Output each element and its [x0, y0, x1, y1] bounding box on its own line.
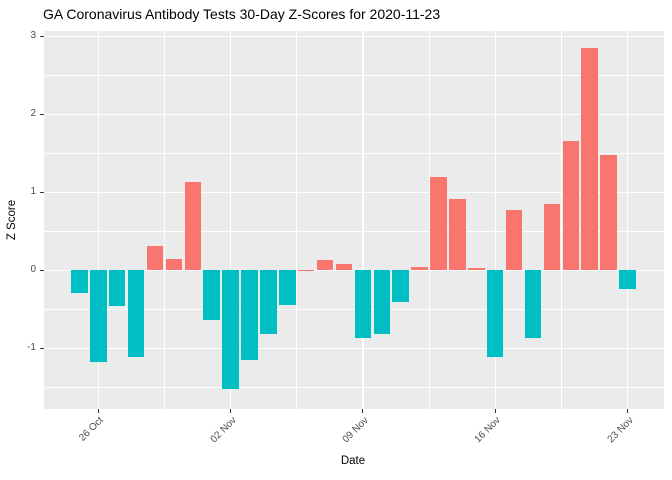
bar-2020-11-10	[373, 270, 391, 335]
bar-2020-10-28	[127, 270, 145, 358]
bar-2020-11-04	[260, 270, 277, 334]
x-tick-mark	[362, 409, 364, 413]
bar-2020-10-31	[184, 182, 202, 271]
x-major-gridline	[494, 31, 496, 409]
y-tick-mark	[39, 269, 44, 271]
y-axis-title: Z Score	[6, 199, 18, 241]
bar-2020-11-03	[241, 270, 258, 361]
bar-2020-11-01	[203, 270, 220, 321]
x-minor-gridline	[428, 31, 430, 409]
y-minor-gridline	[43, 231, 664, 232]
plot-panel	[43, 31, 664, 409]
bar-2020-11-17	[505, 210, 523, 271]
bar-2020-11-23	[619, 270, 636, 290]
y-tick-mark	[39, 113, 44, 115]
x-major-gridline	[229, 31, 232, 409]
bar-2020-11-19	[543, 204, 561, 271]
y-minor-gridline	[43, 309, 664, 310]
y-tick-label: 2	[30, 108, 36, 120]
bar-2020-11-16	[486, 270, 504, 358]
x-minor-gridline	[296, 31, 298, 409]
x-minor-gridline	[164, 31, 165, 409]
chart-title: GA Coronavirus Antibody Tests 30-Day Z-S…	[43, 6, 441, 22]
x-major-gridline	[97, 31, 99, 409]
y-tick-label: -1	[27, 342, 36, 354]
bar-2020-11-15	[468, 268, 485, 271]
bar-2020-11-20	[562, 140, 580, 271]
bar-2020-11-14	[449, 199, 466, 271]
bar-2020-11-12	[411, 267, 428, 271]
bar-2020-11-07	[316, 259, 334, 271]
bar-2020-11-11	[392, 270, 409, 302]
x-minor-gridline	[561, 31, 562, 409]
bar-2020-11-22	[600, 155, 617, 271]
x-major-gridline	[626, 31, 629, 409]
bar-2020-11-21	[581, 48, 598, 271]
y-major-gridline	[43, 191, 664, 194]
x-tick-label: 26 Oct	[77, 415, 107, 444]
x-tick-mark	[97, 409, 99, 413]
y-tick-label: 3	[30, 30, 36, 42]
bar-2020-11-13	[430, 176, 447, 271]
bar-2020-10-25	[71, 270, 88, 294]
x-tick-mark	[494, 409, 496, 413]
x-major-gridline	[362, 31, 364, 409]
bar-2020-11-18	[524, 270, 542, 338]
y-major-gridline	[43, 35, 664, 38]
y-minor-gridline	[43, 387, 664, 388]
y-major-gridline	[43, 269, 664, 272]
x-tick-mark	[627, 409, 628, 413]
y-tick-mark	[39, 191, 44, 193]
bar-2020-11-02	[222, 270, 239, 389]
y-major-gridline	[43, 347, 664, 350]
x-tick-label: 23 Nov	[605, 415, 636, 446]
x-tick-label: 16 Nov	[472, 415, 503, 446]
bar-2020-10-27	[108, 270, 126, 306]
bar-2020-11-09	[354, 270, 372, 338]
y-minor-gridline	[43, 75, 664, 76]
bar-2020-11-05	[279, 270, 296, 305]
x-axis-title: Date	[340, 455, 366, 467]
bar-2020-11-06	[297, 269, 315, 271]
bar-2020-10-29	[146, 246, 164, 271]
y-minor-gridline	[43, 153, 664, 154]
x-tick-label: 02 Nov	[208, 415, 239, 446]
y-tick-mark	[39, 347, 44, 349]
bar-2020-11-08	[335, 264, 353, 271]
bar-2020-10-26	[90, 270, 107, 363]
y-tick-label: 0	[30, 264, 36, 276]
y-major-gridline	[43, 113, 664, 116]
y-tick-mark	[39, 35, 44, 37]
x-tick-mark	[230, 409, 232, 413]
bar-2020-10-30	[165, 258, 183, 271]
y-tick-label: 1	[30, 186, 36, 198]
